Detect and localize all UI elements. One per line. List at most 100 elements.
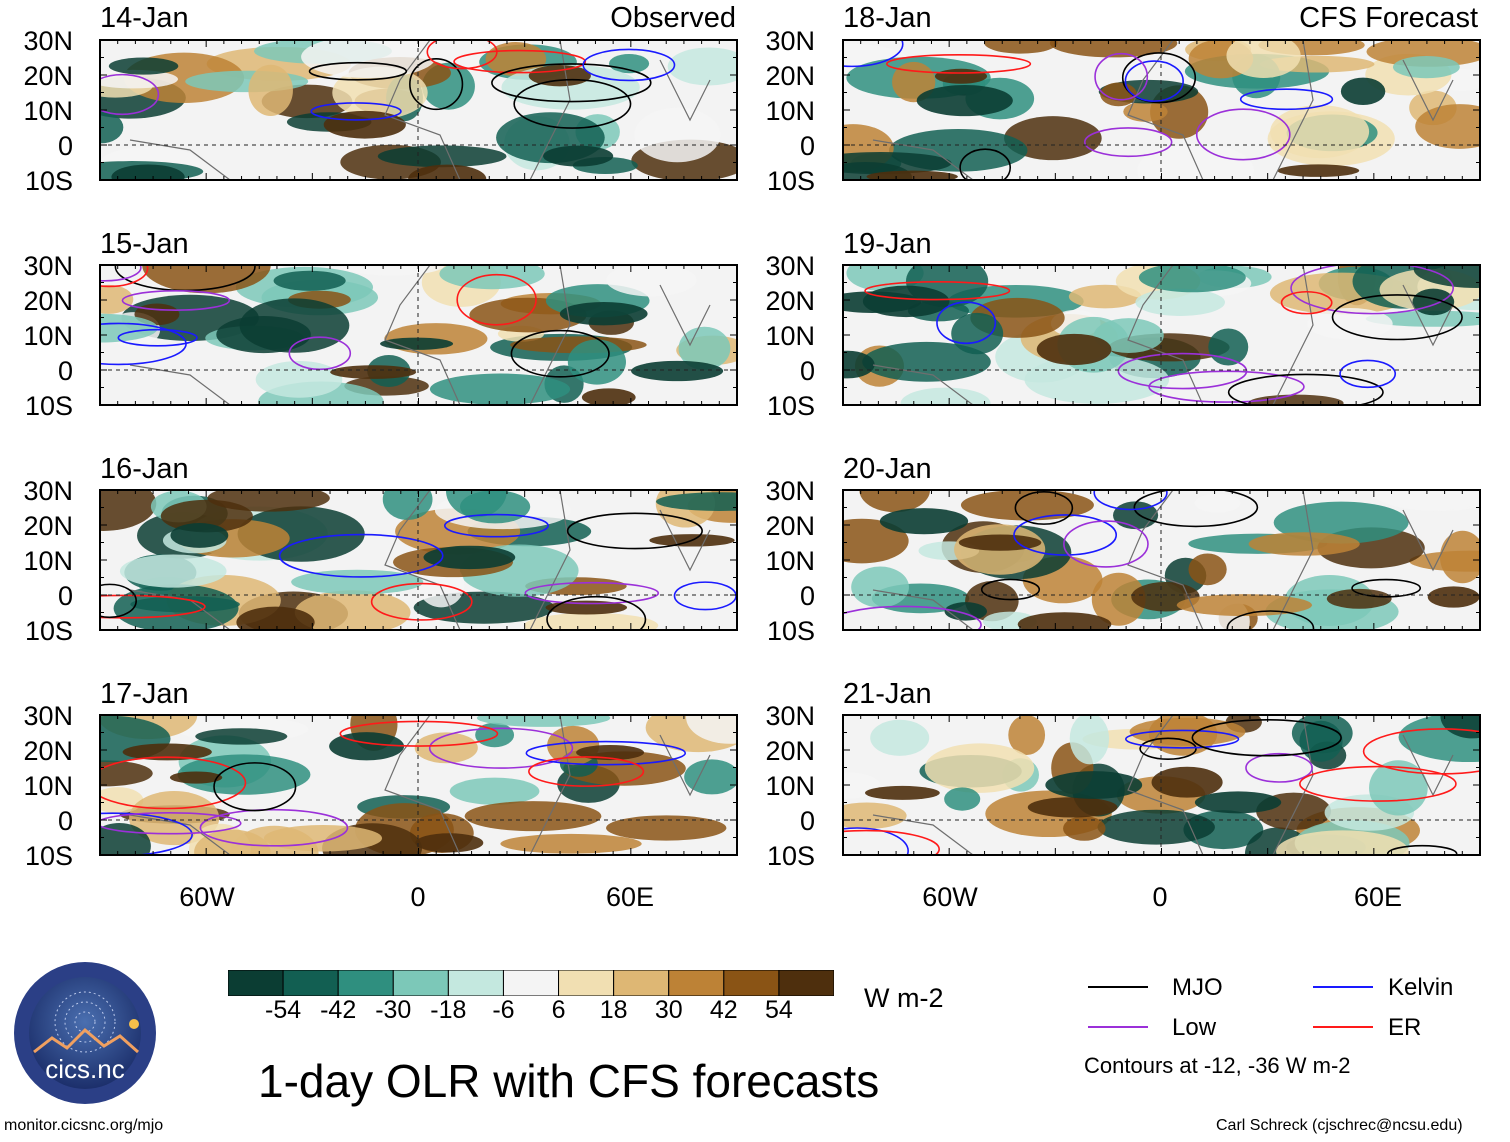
panel-date-label: 21-Jan [843,678,932,710]
olr-anomaly-blob [429,373,571,405]
olr-anomaly-blob [686,715,737,744]
wave-contour [566,512,703,550]
olr-anomaly-blob [1137,143,1255,180]
olr-anomaly-blob [1008,715,1046,756]
lat-tick-label: 10S [766,616,815,646]
olr-anomaly-blob [634,107,721,163]
lat-tick-label: 10S [766,391,815,421]
olr-anomaly-blob [1365,310,1480,327]
olr-strong-anomaly [330,365,417,379]
colorbar-segment [228,970,284,996]
wave-contour [1094,52,1149,101]
panel-date-label: 15-Jan [100,228,189,260]
lat-tick-label: 20N [765,736,815,766]
olr-anomaly-blob [862,341,991,382]
lon-tick-label: 60W [922,882,978,912]
olr-strong-anomaly [329,732,405,761]
footer-credit: Carl Schreck (cjschrec@ncsu.edu) [1216,1117,1463,1134]
lat-tick-label: 20N [23,511,73,541]
wave-contour [510,329,610,378]
wave-contour [843,827,909,855]
olr-strong-anomaly [380,337,454,350]
lat-tick-label: 10N [765,546,815,576]
wave-contour [1226,610,1315,630]
olr-anomaly-blob [656,492,737,511]
wave-contour [1124,60,1184,102]
olr-anomaly-blob [1409,550,1480,572]
olr-anomaly-blob [100,823,151,855]
colorbar-tick-label: 6 [551,996,566,1024]
olr-anomaly-blob [1381,490,1480,511]
olr-anomaly-blob [851,566,909,608]
wave-contour [456,273,537,326]
olr-anomaly-blob [859,490,930,513]
olr-strong-anomaly [581,388,636,405]
colorbar-tick-label: -30 [375,996,412,1024]
legend-lines [1088,986,1373,1028]
olr-anomaly-blob [667,47,737,86]
lat-tick-label: 10S [24,616,73,646]
colorbar-segment [337,970,394,996]
wave-contour [843,605,982,630]
lat-tick-label: 10N [765,321,815,351]
olr-anomaly-blob [130,596,240,613]
olr-anomaly-blob [449,777,540,805]
olr-anomaly-blob [263,825,383,852]
wave-contour [100,583,137,619]
colorbar-tick-label: -42 [320,996,357,1024]
wave-contour [1063,520,1149,568]
wave-contour [100,812,242,835]
olr-anomaly-blob [1270,105,1370,159]
wave-contour [864,281,1011,301]
wave-contour [199,808,349,847]
olr-anomaly-blob [294,590,411,630]
olr-anomaly-blob [255,361,343,398]
wave-contour [100,265,149,288]
olr-strong-anomaly [944,602,988,621]
wave-contour [1227,373,1384,405]
olr-strong-anomaly [415,833,484,853]
colorbar-segment [447,970,504,996]
olr-anomaly-blob [843,152,952,175]
map-panel [842,714,1481,856]
olr-anomaly-blob [160,499,253,533]
olr-anomaly-blob [445,490,507,518]
legend-label-kelvin: Kelvin [1388,974,1454,1001]
lon-tick-label: 0 [1152,882,1168,912]
wave-contour [117,328,198,347]
wave-contour [1125,729,1240,749]
olr-anomaly-blob [1226,40,1301,78]
panel-date-label: 14-Jan [100,2,189,34]
wave-contour [278,533,444,578]
olr-anomaly-blob [382,490,433,521]
lat-tick-label: 10N [765,771,815,801]
map-panel [99,714,738,856]
lat-tick-label: 0 [799,806,815,836]
olr-strong-anomaly [631,360,724,382]
olr-anomaly-blob [870,719,930,756]
olr-anomaly-blob [273,270,346,291]
wave-contour [443,513,549,538]
olr-anomaly-blob [100,787,144,814]
olr-strong-anomaly [934,68,988,84]
olr-anomaly-blob [500,833,642,854]
olr-anomaly-blob [1392,56,1460,79]
map-panel [99,264,738,406]
lat-tick-label: 20N [765,286,815,316]
wave-contour [1280,290,1333,315]
olr-strong-anomaly [111,164,185,180]
wave-contour [1191,719,1342,757]
olr-strong-anomaly [1412,288,1455,316]
wave-contour [936,301,997,345]
map-panel [842,489,1481,631]
olr-strong-anomaly [543,145,614,167]
wave-contour [1331,294,1463,341]
olr-anomaly-blob [1112,501,1159,530]
wave-contour [100,756,247,810]
olr-strong-anomaly [1194,791,1282,814]
olr-anomaly-blob [960,490,1094,521]
legend-label-mjo: MJO [1172,974,1223,1001]
olr-strong-anomaly [1017,612,1112,630]
coastline [129,490,711,630]
